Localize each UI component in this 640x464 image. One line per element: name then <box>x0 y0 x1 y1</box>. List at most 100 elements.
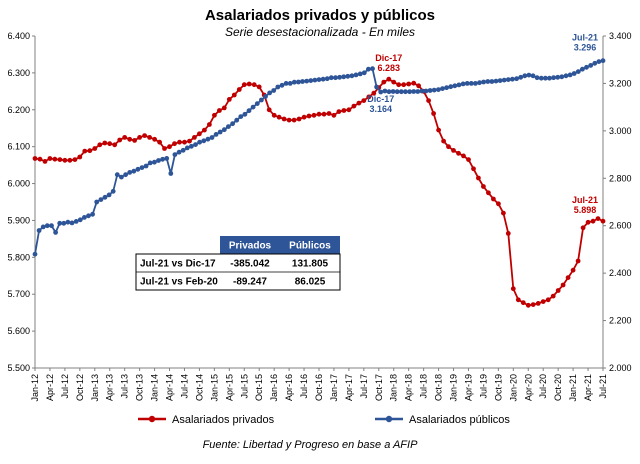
data-point-publicos <box>390 89 396 94</box>
data-point-publicos <box>584 64 589 70</box>
data-point-privados <box>391 79 397 85</box>
x-tick-label: Jan-18 <box>389 374 399 402</box>
table-header-cell: Privados <box>229 241 272 252</box>
x-tick-label: Jul-19 <box>478 374 488 399</box>
data-point-publicos <box>279 82 285 88</box>
data-point-privados <box>501 210 506 216</box>
x-tick-label: Jan-16 <box>269 374 279 402</box>
data-point-publicos <box>217 129 223 135</box>
data-point-publicos <box>49 223 54 229</box>
data-point-privados <box>112 142 118 148</box>
data-point-publicos <box>271 88 277 93</box>
data-point-privados <box>491 196 496 202</box>
data-point-publicos <box>473 81 478 86</box>
data-point-publicos <box>106 192 112 198</box>
data-point-publicos <box>226 124 231 129</box>
data-point-publicos <box>444 85 449 91</box>
x-tick-label: Apr-19 <box>463 374 473 401</box>
data-point-publicos <box>333 75 338 81</box>
data-point-publicos <box>53 230 58 235</box>
x-tick-label: Oct-12 <box>75 374 85 401</box>
x-tick-label: Apr-17 <box>344 374 354 401</box>
data-point-privados <box>505 231 511 236</box>
data-point-privados <box>52 156 58 162</box>
data-point-publicos <box>431 87 437 93</box>
data-point-publicos <box>267 90 272 96</box>
data-point-privados <box>152 136 158 142</box>
data-point-publicos <box>234 117 240 123</box>
data-point-privados <box>92 146 98 151</box>
table-cell: Jul-21 vs Dic-17 <box>140 259 216 270</box>
left-tick-label: 5.500 <box>7 363 30 373</box>
data-point-publicos <box>131 168 137 174</box>
x-tick-label: Jul-14 <box>179 374 189 399</box>
data-point-privados <box>466 157 471 163</box>
right-tick-label: 3.000 <box>609 126 632 136</box>
data-point-publicos <box>427 88 433 93</box>
comparison-table: Privados Públicos Jul-21 vs Dic-17 -385.042… <box>135 236 341 291</box>
data-point-publicos <box>493 78 499 84</box>
data-point-publicos <box>580 66 585 72</box>
data-point-privados <box>341 108 347 113</box>
x-tick-label: Jan-13 <box>90 374 100 402</box>
data-point-privados <box>192 135 197 140</box>
x-tick-label: Jul-12 <box>60 374 70 399</box>
data-point-privados <box>510 286 516 292</box>
data-point-privados <box>62 157 68 163</box>
data-point-publicos <box>300 79 305 84</box>
table-cell: 86.025 <box>295 277 326 288</box>
data-point-publicos <box>464 81 470 86</box>
data-point-privados <box>550 293 556 299</box>
data-point-publicos <box>135 166 141 172</box>
data-point-publicos <box>398 89 404 95</box>
data-point-privados <box>231 92 237 98</box>
data-point-privados <box>117 137 123 143</box>
data-point-privados <box>142 133 148 139</box>
data-point-publicos <box>440 86 445 91</box>
data-point-publicos <box>382 88 388 94</box>
data-point-publicos <box>94 199 100 205</box>
table-cell: 131.805 <box>292 259 329 270</box>
data-point-publicos <box>73 219 79 224</box>
data-point-publicos <box>139 165 145 171</box>
x-tick-label: Apr-16 <box>284 374 294 401</box>
data-point-privados <box>331 112 337 118</box>
data-point-privados <box>381 79 387 85</box>
data-point-privados <box>281 116 287 122</box>
x-tick-label: Oct-18 <box>434 374 444 401</box>
legend-label-publicos: Asalariados públicos <box>409 414 510 426</box>
x-tick-label: Oct-14 <box>194 374 204 401</box>
data-point-publicos <box>357 71 363 77</box>
data-point-publicos <box>456 82 462 88</box>
data-point-privados <box>42 159 48 164</box>
data-point-privados <box>520 300 526 306</box>
left-tick-label: 5.900 <box>7 215 30 225</box>
data-point-privados <box>575 258 581 264</box>
data-point-privados <box>172 141 177 147</box>
data-point-publicos <box>370 66 375 72</box>
x-tick-label: Jul-20 <box>538 374 548 399</box>
data-point-publicos <box>275 84 281 90</box>
data-point-privados <box>236 87 242 92</box>
data-point-publicos <box>283 81 289 86</box>
table-cell: Jul-21 vs Feb-20 <box>140 277 218 288</box>
data-point-privados <box>411 80 417 86</box>
data-point-publicos <box>263 94 268 99</box>
data-point-publicos <box>156 158 161 163</box>
annotation-label: Dic-17 <box>367 94 394 104</box>
data-point-publicos <box>596 59 602 64</box>
data-point-privados <box>127 136 133 142</box>
x-tick-label: Oct-16 <box>314 374 324 401</box>
data-point-privados <box>321 111 327 117</box>
data-point-publicos <box>287 81 293 86</box>
data-point-privados <box>401 82 407 88</box>
table-cell: -385.042 <box>230 259 270 270</box>
data-point-privados <box>197 131 202 137</box>
legend-label-privados: Asalariados privados <box>172 414 275 426</box>
data-point-privados <box>187 138 192 144</box>
legend-marker-publicos <box>385 415 393 423</box>
data-point-privados <box>590 218 596 224</box>
data-point-privados <box>271 112 277 118</box>
data-point-privados <box>311 112 317 118</box>
table-header-bg <box>220 236 340 254</box>
